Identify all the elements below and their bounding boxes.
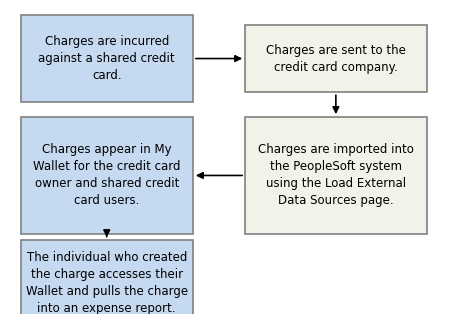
Text: Charges are incurred
against a shared credit
card.: Charges are incurred against a shared cr… xyxy=(38,35,175,82)
FancyBboxPatch shape xyxy=(20,240,193,314)
FancyBboxPatch shape xyxy=(20,117,193,234)
FancyBboxPatch shape xyxy=(245,117,426,234)
Text: Charges are sent to the
credit card company.: Charges are sent to the credit card comp… xyxy=(266,44,406,73)
Text: Charges appear in My
Wallet for the credit card
owner and shared credit
card use: Charges appear in My Wallet for the cred… xyxy=(33,143,181,208)
FancyBboxPatch shape xyxy=(20,15,193,102)
Text: The individual who created
the charge accesses their
Wallet and pulls the charge: The individual who created the charge ac… xyxy=(25,251,188,314)
Text: Charges are imported into
the PeopleSoft system
using the Load External
Data Sou: Charges are imported into the PeopleSoft… xyxy=(258,143,414,208)
FancyBboxPatch shape xyxy=(245,25,426,92)
